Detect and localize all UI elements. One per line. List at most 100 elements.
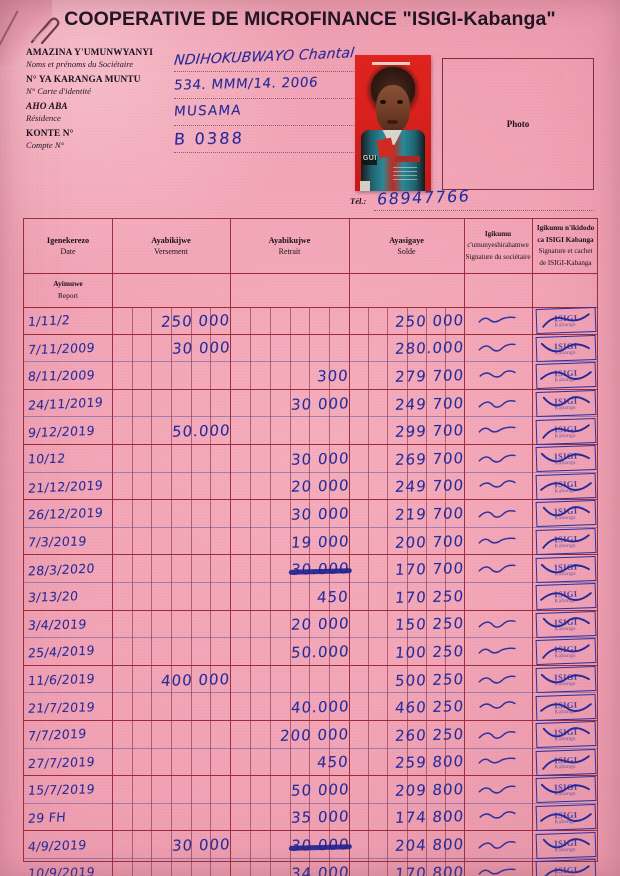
cell-versement[interactable] bbox=[112, 362, 234, 390]
cell-versement[interactable] bbox=[112, 555, 234, 583]
cell-date[interactable]: 10/9/2019 bbox=[27, 859, 112, 876]
cell-member-signature[interactable] bbox=[464, 473, 532, 501]
cell-solde[interactable]: 259 800 bbox=[349, 749, 470, 777]
cell-date[interactable]: 1/11/2 bbox=[27, 307, 112, 335]
cell-retrait[interactable]: 30.000 bbox=[230, 555, 353, 583]
cell-versement[interactable] bbox=[112, 445, 234, 473]
cell-versement[interactable]: 50.000 bbox=[112, 417, 234, 445]
cell-coop-stamp[interactable]: ISIGI Kabanga bbox=[532, 610, 599, 639]
table-row[interactable]: 21/12/2019 20 000 249 700 ISIGI Kabanga bbox=[24, 472, 597, 501]
field-id[interactable]: 534. MMM/14. 2006 bbox=[173, 74, 378, 102]
cell-date[interactable]: 8/11/2009 bbox=[27, 362, 112, 390]
cell-coop-stamp[interactable]: ISIGI Kabanga bbox=[532, 334, 599, 363]
cell-versement[interactable] bbox=[112, 859, 234, 876]
table-row[interactable]: 10/9/2019 34 000 170 800 ISIGI Kabanga bbox=[24, 858, 597, 876]
cell-member-signature[interactable] bbox=[464, 445, 532, 473]
table-row[interactable]: 15/7/2019 50 000 209 800 ISIGI Kabanga bbox=[24, 776, 597, 804]
table-row[interactable]: 7/11/2009 30 000 280.000 ISIGI Kabanga bbox=[24, 334, 599, 363]
cell-solde[interactable]: 279 700 bbox=[349, 362, 470, 390]
cell-member-signature[interactable] bbox=[464, 500, 532, 528]
cell-versement[interactable] bbox=[112, 390, 234, 418]
cell-coop-stamp[interactable]: ISIGI Kabanga bbox=[532, 500, 599, 528]
cell-solde[interactable]: 250 000 bbox=[349, 307, 470, 335]
field-account[interactable]: B 0388 bbox=[173, 128, 378, 156]
cell-date[interactable]: 7/3/2019 bbox=[27, 528, 112, 556]
table-row[interactable]: 27/7/2019 450 259 800 ISIGI Kabanga bbox=[24, 748, 597, 777]
cell-coop-stamp[interactable]: ISIGI Kabanga bbox=[532, 665, 599, 694]
table-row[interactable]: 29 FH 35 000 174 800 ISIGI Kabanga bbox=[24, 803, 597, 832]
cell-versement[interactable] bbox=[112, 528, 234, 556]
cell-versement[interactable]: 30 000 bbox=[112, 335, 234, 363]
cell-date[interactable]: 21/12/2019 bbox=[27, 473, 112, 501]
cell-member-signature[interactable] bbox=[464, 583, 532, 611]
cell-solde[interactable]: 269 700 bbox=[349, 445, 470, 473]
cell-date[interactable]: 21/7/2019 bbox=[27, 693, 112, 721]
cell-versement[interactable] bbox=[112, 721, 234, 749]
cell-coop-stamp[interactable]: ISIGI Kabanga bbox=[532, 417, 599, 445]
cell-coop-stamp[interactable]: ISIGI Kabanga bbox=[532, 721, 599, 749]
table-row[interactable]: 25/4/2019 50.000 100 250 ISIGI Kabanga bbox=[24, 638, 597, 666]
cell-member-signature[interactable] bbox=[464, 362, 532, 390]
cell-retrait[interactable]: 50 000 bbox=[230, 776, 353, 804]
table-row[interactable]: 28/3/2020 30.000 170 700 ISIGI Kabanga bbox=[24, 555, 597, 583]
cell-solde[interactable]: 299 700 bbox=[349, 417, 470, 445]
cell-member-signature[interactable] bbox=[464, 831, 532, 859]
cell-date[interactable]: 24/11/2019 bbox=[27, 390, 112, 418]
table-row[interactable]: 26/12/2019 30 000 219 700 ISIGI Kabanga bbox=[24, 500, 597, 528]
cell-retrait[interactable]: 20 000 bbox=[230, 611, 353, 639]
cell-versement[interactable]: 400 000 bbox=[112, 666, 234, 694]
cell-retrait[interactable]: 30 000 bbox=[230, 390, 353, 418]
cell-solde[interactable]: 204 800 bbox=[349, 831, 470, 859]
cell-retrait[interactable]: 50.000 bbox=[230, 638, 353, 666]
telephone-field[interactable]: Tél.: 68947766 bbox=[350, 186, 600, 212]
cell-coop-stamp[interactable]: ISIGI Kabanga bbox=[532, 638, 599, 666]
cell-solde[interactable]: 280.000 bbox=[349, 335, 470, 363]
cell-date[interactable]: 15/7/2019 bbox=[27, 776, 112, 804]
cell-date[interactable]: 28/3/2020 bbox=[27, 555, 112, 583]
cell-versement[interactable]: 30 000 bbox=[112, 831, 234, 859]
cell-member-signature[interactable] bbox=[464, 749, 532, 777]
cell-member-signature[interactable] bbox=[464, 417, 532, 445]
cell-retrait[interactable]: 20 000 bbox=[230, 473, 353, 501]
cell-date[interactable]: 7/11/2009 bbox=[27, 335, 112, 363]
cell-retrait[interactable]: 30 000 bbox=[230, 445, 353, 473]
cell-retrait[interactable]: 450 bbox=[230, 583, 353, 611]
cell-retrait[interactable] bbox=[230, 417, 353, 445]
cell-date[interactable]: 27/7/2019 bbox=[27, 749, 112, 777]
cell-date[interactable]: 10/12 bbox=[27, 445, 112, 473]
cell-versement[interactable] bbox=[112, 611, 234, 639]
field-name[interactable]: NDIHOKUBWAYO Chantal bbox=[173, 45, 378, 75]
cell-solde[interactable]: 170 700 bbox=[349, 555, 470, 583]
cell-member-signature[interactable] bbox=[464, 555, 532, 583]
table-row[interactable]: 7/7/2019 200 000 260 250 ISIGI Kabanga bbox=[24, 720, 599, 749]
table-row[interactable]: 3/4/2019 20 000 150 250 ISIGI Kabanga bbox=[24, 610, 599, 639]
cell-coop-stamp[interactable]: ISIGI Kabanga bbox=[532, 831, 599, 859]
cell-member-signature[interactable] bbox=[464, 335, 532, 363]
cell-retrait[interactable]: 300 bbox=[230, 362, 353, 390]
cell-versement[interactable]: 250 000 bbox=[112, 307, 234, 335]
cell-retrait[interactable]: 40.000 bbox=[230, 693, 353, 721]
table-row[interactable]: 24/11/2019 30 000 249 700 ISIGI Kabanga bbox=[24, 389, 597, 418]
table-row[interactable]: 1/11/2 250 000 250 000 ISIGI Kabanga bbox=[24, 307, 597, 335]
cell-coop-stamp[interactable]: ISIGI Kabanga bbox=[532, 583, 599, 611]
cell-member-signature[interactable] bbox=[464, 307, 532, 335]
cell-solde[interactable]: 209 800 bbox=[349, 776, 470, 804]
cell-solde[interactable]: 500 250 bbox=[349, 666, 470, 694]
cell-retrait[interactable] bbox=[230, 307, 353, 335]
cell-versement[interactable] bbox=[112, 776, 234, 804]
cell-retrait[interactable]: 30 000 bbox=[230, 500, 353, 528]
cell-retrait[interactable]: 30 000 bbox=[230, 831, 353, 859]
cell-solde[interactable]: 174 800 bbox=[349, 804, 470, 832]
cell-solde[interactable]: 249 700 bbox=[349, 390, 470, 418]
cell-member-signature[interactable] bbox=[464, 638, 532, 666]
cell-retrait[interactable] bbox=[230, 666, 353, 694]
cell-retrait[interactable]: 200 000 bbox=[230, 721, 353, 749]
cell-member-signature[interactable] bbox=[464, 528, 532, 556]
cell-date[interactable]: 3/4/2019 bbox=[27, 611, 112, 639]
cell-retrait[interactable]: 19 000 bbox=[230, 528, 353, 556]
cell-coop-stamp[interactable]: ISIGI Kabanga bbox=[532, 693, 599, 721]
table-row[interactable]: 11/6/2019 400 000 500 250 ISIGI Kabanga bbox=[24, 665, 599, 694]
cell-solde[interactable]: 170 800 bbox=[349, 859, 470, 876]
cell-member-signature[interactable] bbox=[464, 721, 532, 749]
cell-date[interactable]: 11/6/2019 bbox=[27, 666, 112, 694]
